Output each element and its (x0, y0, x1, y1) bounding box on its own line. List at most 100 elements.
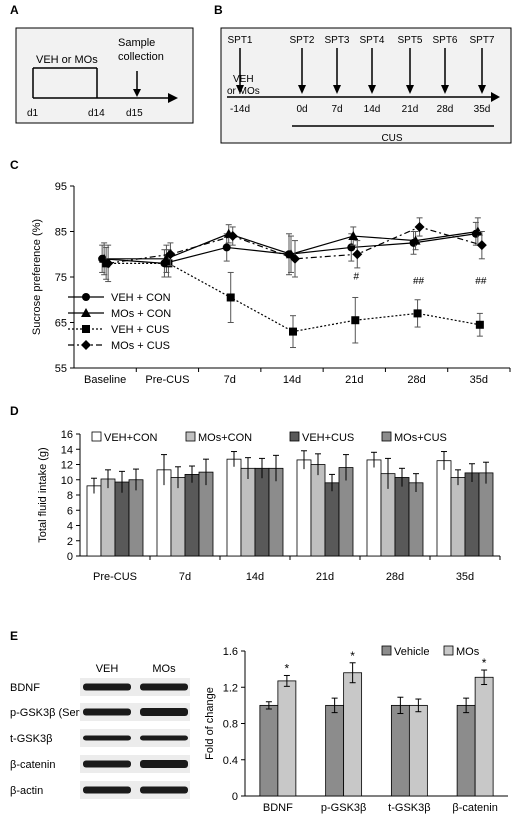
y-tick-label: 14 (61, 444, 73, 456)
day-label: 0d (296, 104, 307, 115)
blot-band (83, 735, 131, 741)
data-point (164, 259, 173, 268)
x-tick-label: 28d (407, 374, 425, 386)
blot-band (140, 786, 188, 794)
data-point (290, 253, 300, 264)
data-point (227, 231, 238, 242)
blot-row-label: t-GSK3β (10, 733, 52, 745)
day-label: 21d (402, 104, 419, 115)
legend-swatch (185, 431, 196, 442)
legend-marker (81, 340, 91, 350)
legend-swatch (381, 645, 392, 656)
y-tick-label: 95 (55, 181, 67, 193)
y-tick-label: 2 (67, 536, 73, 548)
panel-b-box (220, 27, 512, 144)
blot-band (140, 708, 188, 716)
legend-marker (82, 325, 90, 333)
significance-annotation: ## (413, 276, 425, 287)
panel-label-a: A (10, 3, 19, 17)
spt-label: SPT1 (227, 35, 252, 46)
blot-strip (80, 781, 190, 799)
blot-band (140, 683, 188, 691)
data-point (352, 249, 363, 260)
data-point (222, 243, 231, 252)
data-point (103, 258, 114, 269)
bar-mos-cus (408, 482, 424, 557)
data-point (413, 309, 422, 318)
legend-label: MOs + CON (111, 308, 171, 320)
fluid-intake-chart: 0 2 4 6 8 10 12 14 16 Total fluid intake (g) Pre-C… (37, 429, 501, 583)
panel-label-b: B (214, 3, 223, 17)
blot-band (83, 786, 131, 794)
blot-row-label: β-actin (10, 785, 43, 797)
data-point (226, 293, 235, 302)
x-tick-label: 21d (345, 374, 363, 386)
bar-veh-con (296, 459, 312, 557)
legend-label: VEH+CUS (302, 432, 354, 444)
x-tick-label: p-GSK3β (321, 802, 366, 814)
y-tick-label: 75 (55, 272, 67, 284)
bar-mos-con (100, 478, 116, 557)
blot-row-label: β-catenin (10, 759, 55, 771)
blot-band (83, 760, 131, 768)
x-tick-label: 21d (316, 571, 334, 583)
spt-arrow-head (333, 85, 341, 94)
data-point (351, 316, 360, 325)
data-point (348, 231, 359, 241)
blot-strip (80, 755, 190, 773)
y-tick-label: 0 (232, 791, 238, 803)
treatment-label-line2: or MOs (227, 86, 260, 97)
x-tick-label: 14d (283, 374, 301, 386)
bar-veh-cus (394, 477, 410, 557)
x-tick-label: 7d (179, 571, 191, 583)
bar-mos (277, 680, 297, 797)
panel-label-e: E (10, 629, 18, 643)
panel-a-box (15, 27, 194, 124)
significance-annotation: # (354, 271, 360, 282)
legend: VEH+CON MOs+CON VEH+CUS MOs+CUS (91, 431, 447, 444)
y-axis-label: Sucrose preference (%) (31, 219, 43, 335)
y-axis-label: Total fluid intake (g) (37, 447, 49, 542)
day-label-d15: d15 (126, 108, 143, 119)
y-tick-label: 1.2 (223, 682, 238, 694)
day-label-d14: d14 (88, 108, 105, 119)
legend-swatch (91, 431, 102, 442)
legend-label: VEH+CON (104, 432, 158, 444)
series-veh-con (98, 221, 480, 278)
bar-vehicle (390, 704, 410, 797)
data-point (410, 235, 421, 245)
bar-mos-cus (478, 472, 494, 557)
legend-marker (82, 293, 90, 301)
significance-annotation: * (482, 656, 487, 670)
bar-veh-cus (184, 474, 200, 557)
x-tick-label: 28d (386, 571, 404, 583)
panel-a-schematic: VEH or MOs Sample collection d1 d14 d15 (15, 27, 194, 124)
legend-label: Vehicle (394, 646, 429, 658)
bar-mos-con (450, 477, 466, 557)
blot-strip (80, 678, 190, 696)
blot-column-label: MOs (152, 663, 176, 675)
legend-label: MOs (456, 646, 480, 658)
day-label-d1: d1 (27, 108, 39, 119)
bar-veh-con (436, 460, 452, 557)
bar-veh-con (86, 485, 102, 557)
blot-strip (80, 729, 190, 747)
blot-band (140, 760, 188, 768)
x-tick-label: Pre-CUS (93, 571, 137, 583)
data-point (347, 243, 356, 252)
series-mos-cus (103, 217, 487, 283)
x-tick-label: Baseline (84, 374, 126, 386)
data-point (289, 327, 297, 336)
bar-veh-cus (254, 467, 270, 557)
sample-label-line2: collection (118, 51, 164, 63)
legend-label: VEH + CUS (111, 324, 169, 336)
spt-label: SPT6 (432, 35, 457, 46)
day-label: 28d (437, 104, 454, 115)
bar-veh-con (226, 458, 242, 557)
bar-mos-con (240, 467, 256, 557)
spt-label: SPT7 (469, 35, 494, 46)
legend-label: MOs+CON (198, 432, 252, 444)
legend-label: MOs+CUS (394, 432, 447, 444)
bar-mos (408, 704, 428, 797)
